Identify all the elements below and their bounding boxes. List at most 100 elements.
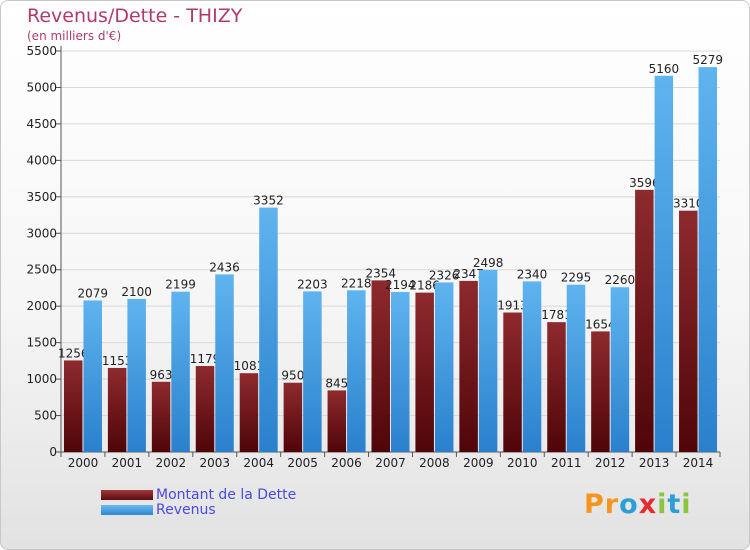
- y-tick-label: 1500: [26, 336, 57, 350]
- data-label-dette: 2347: [453, 267, 484, 281]
- bar-dette: [547, 322, 566, 452]
- x-tick-label: 2013: [639, 456, 670, 470]
- x-tick-label: 2004: [243, 456, 274, 470]
- data-label-dette: 845: [325, 376, 348, 390]
- bar-revenus: [127, 298, 146, 452]
- y-tick-label: 5500: [26, 44, 57, 58]
- data-label-dette: 1153: [102, 354, 133, 368]
- data-label-revenus: 2498: [473, 256, 504, 270]
- logo-letter: r: [604, 489, 620, 520]
- y-tick-label: 3000: [26, 226, 57, 240]
- bar-revenus: [478, 269, 498, 452]
- bar-dette: [591, 331, 610, 452]
- chart-subtitle: (en milliers d'€): [27, 29, 122, 43]
- x-tick-label: 2010: [507, 456, 538, 470]
- bar-revenus: [83, 300, 102, 452]
- data-label-revenus: 2326: [429, 268, 460, 282]
- data-label-revenus: 2199: [165, 278, 196, 292]
- bar-dette: [415, 292, 434, 452]
- bar-revenus: [434, 282, 454, 452]
- legend-item-dette: Montant de la Dette: [101, 487, 296, 503]
- legend-swatch-dette: [101, 490, 153, 500]
- logo-letter: t: [667, 489, 682, 520]
- data-label-dette: 2354: [365, 266, 396, 280]
- y-tick-label: 5000: [26, 80, 57, 94]
- bar-dette: [371, 280, 390, 452]
- bar-dette: [327, 390, 347, 452]
- bar-revenus: [171, 291, 190, 452]
- bar-dette: [151, 381, 171, 452]
- x-tick-label: 2012: [595, 456, 626, 470]
- data-label-dette: 950: [281, 369, 304, 383]
- logo-letter: o: [619, 489, 639, 520]
- x-tick-label: 2014: [683, 456, 714, 470]
- bar-revenus: [391, 292, 410, 452]
- x-tick-label: 2009: [463, 456, 494, 470]
- y-tick-label: 500: [34, 409, 57, 423]
- bar-dette: [459, 280, 478, 452]
- x-tick-label: 2000: [68, 456, 99, 470]
- data-label-dette: 1654: [585, 317, 616, 331]
- y-tick-label: 2500: [26, 263, 57, 277]
- data-label-dette: 963: [150, 368, 173, 382]
- bar-dette: [503, 312, 522, 452]
- bar-revenus: [566, 284, 586, 452]
- x-tick-label: 2003: [199, 456, 230, 470]
- data-label-revenus: 2218: [341, 276, 372, 290]
- x-tick-label: 2011: [551, 456, 582, 470]
- y-tick-label: 3500: [26, 190, 57, 204]
- data-label-dette: 1256: [58, 346, 89, 360]
- data-label-revenus: 2340: [517, 267, 548, 281]
- y-tick-label: 2000: [26, 299, 57, 313]
- x-tick-label: 2007: [375, 456, 406, 470]
- data-label-revenus: 2203: [297, 277, 328, 291]
- x-tick-label: 2006: [331, 456, 362, 470]
- bar-dette: [107, 367, 127, 452]
- logo-letter: i: [681, 489, 692, 520]
- bar-revenus: [303, 291, 322, 452]
- data-label-revenus: 2100: [121, 285, 152, 299]
- data-label-revenus: 2260: [605, 273, 636, 287]
- bar-dette: [679, 210, 698, 452]
- bar-dette: [239, 373, 259, 452]
- y-tick-label: 4000: [26, 153, 57, 167]
- x-tick-label: 2008: [419, 456, 450, 470]
- bar-revenus: [610, 287, 630, 452]
- data-label-dette: 1781: [541, 308, 572, 322]
- legend-swatch-revenus: [101, 505, 153, 515]
- y-tick-label: 1000: [26, 372, 57, 386]
- data-label-revenus: 2079: [77, 286, 108, 300]
- legend-item-revenus: Revenus: [101, 502, 216, 518]
- logo-letter: x: [638, 489, 658, 520]
- y-tick-label: 4500: [26, 117, 57, 131]
- bar-revenus: [654, 75, 674, 452]
- logo-letter: P: [584, 489, 605, 520]
- proxiti-logo: Proxiti: [584, 489, 692, 520]
- data-label-revenus: 3352: [253, 194, 284, 208]
- bar-dette: [63, 360, 83, 452]
- x-tick-label: 2001: [112, 456, 143, 470]
- legend-label-dette: Montant de la Dette: [156, 487, 297, 503]
- data-label-revenus: 5160: [649, 62, 680, 76]
- data-label-dette: 1913: [497, 299, 528, 313]
- bar-dette: [635, 189, 654, 452]
- data-label-revenus: 2194: [385, 278, 416, 292]
- bar-revenus: [698, 67, 718, 452]
- data-label-dette: 3310: [673, 197, 704, 211]
- data-label-dette: 1081: [234, 359, 265, 373]
- chart-title: Revenus/Dette - THIZY: [27, 5, 243, 27]
- data-label-revenus: 2295: [561, 271, 592, 285]
- x-tick-label: 2002: [156, 456, 187, 470]
- data-label-dette: 3596: [629, 176, 660, 190]
- bar-dette: [283, 382, 303, 452]
- bar-revenus: [347, 290, 366, 452]
- data-label-dette: 2186: [409, 279, 440, 293]
- data-label-revenus: 2436: [209, 260, 240, 274]
- bar-dette: [195, 366, 215, 452]
- data-label-dette: 1179: [190, 352, 221, 366]
- bar-revenus: [215, 274, 234, 452]
- bar-revenus: [522, 281, 542, 452]
- y-tick-label: 0: [49, 445, 57, 459]
